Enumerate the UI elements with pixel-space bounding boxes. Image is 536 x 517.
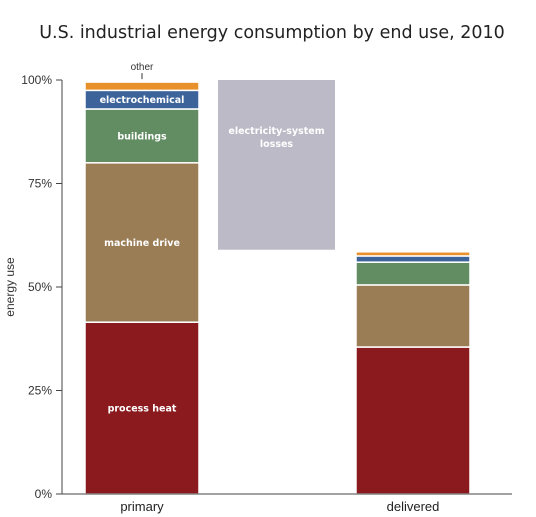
x-category-label-delivered: delivered	[387, 499, 440, 514]
y-tick-label: 100%	[21, 73, 52, 87]
x-category-label-primary: primary	[120, 499, 164, 514]
bar-segment-buildings-delivered	[355, 261, 471, 286]
segment-label-machine-drive: machine drive	[104, 238, 180, 249]
segment-label-buildings: buildings	[117, 131, 167, 142]
bar-segment-other-primary	[84, 81, 200, 92]
y-tick-label: 50%	[28, 280, 52, 294]
bar-segment-electrochemical-delivered	[355, 255, 471, 263]
bar-segment-other-delivered	[355, 251, 471, 257]
bars: process heat machine drive buildings electr…	[84, 62, 471, 495]
bar-segment-process-heat-primary	[84, 321, 200, 495]
y-tick-label: 25%	[28, 384, 52, 398]
bar-segment-buildings-primary	[84, 108, 200, 164]
losses-bar-group: electricity-system losses	[218, 80, 335, 250]
y-axis-label: energy use	[3, 257, 17, 317]
y-tick-label: 75%	[28, 177, 52, 191]
y-tick-label: 0%	[35, 487, 53, 501]
y-axis-ticks: 0% 25% 50% 75% 100%	[21, 73, 62, 501]
segment-label-process-heat: process heat	[108, 404, 177, 415]
bar-segment-process-heat-delivered	[355, 346, 471, 495]
other-annotation: other	[131, 62, 154, 73]
chart-title: U.S. industrial energy consumption by en…	[39, 23, 505, 43]
bar-segment-machine-drive-delivered	[355, 284, 471, 348]
losses-label: electricity-system losses	[228, 126, 324, 150]
losses-bar	[218, 80, 335, 250]
x-axis-categories: primary delivered	[120, 499, 439, 514]
segment-label-electrochemical: electrochemical	[100, 95, 185, 106]
